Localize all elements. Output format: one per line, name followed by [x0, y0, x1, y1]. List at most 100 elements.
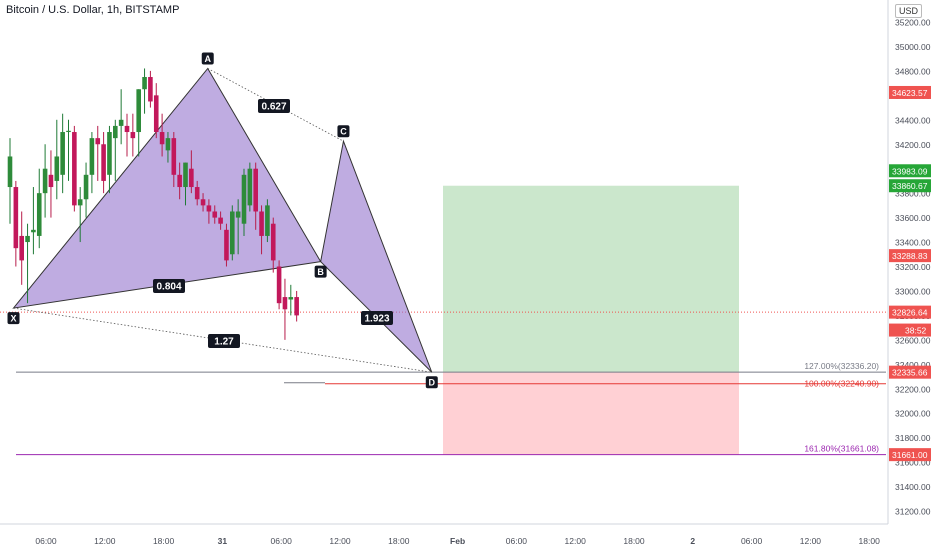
pattern-point-label: C	[340, 127, 347, 137]
price-label-text: 34623.57	[892, 88, 928, 98]
candle	[159, 113, 165, 157]
currency-button[interactable]: USD	[895, 4, 923, 18]
pattern-point-label: A	[204, 54, 211, 64]
profit-zone[interactable]	[443, 185, 739, 373]
candle	[48, 150, 54, 218]
price-label-bg	[889, 85, 931, 99]
ratio-badge	[361, 311, 393, 325]
candle	[253, 162, 258, 230]
pattern-point-label: B	[317, 267, 324, 277]
pattern-point-a[interactable]: A	[201, 52, 214, 65]
price-label-text: 38:52	[905, 326, 927, 336]
pattern-point-badge	[425, 376, 438, 389]
candle	[153, 83, 159, 139]
price-label-text: 33288.83	[892, 251, 928, 261]
ratio-value: 1.27	[214, 337, 234, 348]
pattern-triangle-bcd[interactable]	[320, 139, 433, 373]
candle-body	[107, 132, 112, 175]
ratio-label[interactable]: 0.804	[153, 279, 185, 293]
candle-body	[89, 138, 95, 175]
candle-body	[95, 138, 101, 145]
price-label-badge: 34623.57	[889, 85, 931, 99]
candle-body	[36, 193, 42, 236]
price-tick-label: 32400.00	[895, 360, 931, 370]
candle-body	[224, 229, 229, 261]
candle	[60, 113, 65, 194]
candle	[124, 113, 130, 157]
price-tick-label: 33600.00	[895, 213, 931, 223]
candle-body	[241, 174, 247, 224]
ratio-label[interactable]: 0.627	[258, 99, 290, 113]
ratio-line-xd	[13, 307, 432, 373]
candle-body	[183, 162, 188, 188]
time-tick-label: 06:00	[271, 536, 293, 546]
candle	[95, 125, 101, 181]
candle-body	[200, 199, 206, 206]
price-label-text: 31661.00	[892, 450, 928, 460]
price-label-bg	[889, 179, 931, 193]
candle-body	[235, 211, 241, 218]
candle-body	[54, 156, 60, 181]
candle-body	[124, 125, 130, 133]
candle-body	[25, 235, 30, 243]
candle	[54, 119, 60, 200]
candle-body	[31, 229, 36, 233]
candle-body	[270, 223, 276, 261]
pattern-point-x[interactable]: X	[7, 312, 20, 325]
price-tick-label: 35000.00	[895, 42, 931, 52]
loss-zone[interactable]	[443, 372, 739, 455]
candle-body	[165, 138, 171, 151]
candle	[118, 89, 124, 145]
ratio-value: 0.627	[261, 102, 286, 113]
ratio-label[interactable]: 1.27	[208, 334, 240, 348]
candle	[130, 113, 136, 157]
time-tick-label: 18:00	[623, 536, 645, 546]
pattern-point-c[interactable]: C	[337, 125, 350, 138]
candle	[270, 217, 276, 273]
candle	[224, 223, 229, 267]
candle-body	[113, 125, 118, 139]
price-label-text: 33983.09	[892, 166, 928, 176]
price-label-badge: 33983.09	[889, 164, 931, 178]
candle-body	[72, 132, 77, 206]
price-label-badge: 38:52	[889, 323, 931, 337]
candle	[42, 144, 48, 218]
price-label-bg	[889, 305, 931, 319]
price-label-bg	[889, 323, 931, 337]
fib-label: 127.00%(32336.20)	[804, 361, 879, 371]
candle	[294, 290, 299, 322]
candle-body	[288, 297, 294, 300]
pattern-point-badge	[201, 52, 214, 65]
pattern-point-label: D	[429, 378, 436, 388]
ratio-line-ac	[207, 68, 344, 142]
candle-body	[194, 187, 200, 200]
time-tick-label: 18:00	[153, 536, 175, 546]
candle-body	[171, 138, 177, 175]
ratio-value: 0.804	[156, 282, 181, 293]
price-tick-label: 32600.00	[895, 335, 931, 345]
candle	[194, 180, 200, 206]
time-tick-label: 06:00	[741, 536, 763, 546]
candle	[288, 284, 294, 316]
candle	[7, 138, 13, 224]
ratio-badge	[153, 279, 185, 293]
time-tick-label: 12:00	[329, 536, 351, 546]
ratio-badge	[258, 99, 290, 113]
price-tick-label: 34200.00	[895, 140, 931, 150]
candle-body	[136, 89, 141, 133]
candle	[276, 260, 282, 310]
candle	[230, 205, 235, 261]
pattern-point-d[interactable]: D	[425, 376, 438, 389]
price-tick-label: 33000.00	[895, 286, 931, 296]
ratio-label[interactable]: 1.923	[361, 311, 393, 325]
time-tick-label: 12:00	[565, 536, 587, 546]
time-tick-label: 12:00	[94, 536, 116, 546]
candle	[218, 211, 223, 230]
pattern-point-b[interactable]: B	[314, 265, 327, 278]
price-tick-label: 33800.00	[895, 189, 931, 199]
candle-body	[259, 211, 264, 236]
price-label-badge: 31661.00	[889, 448, 931, 462]
price-label-badge: 32335.66	[889, 365, 931, 379]
